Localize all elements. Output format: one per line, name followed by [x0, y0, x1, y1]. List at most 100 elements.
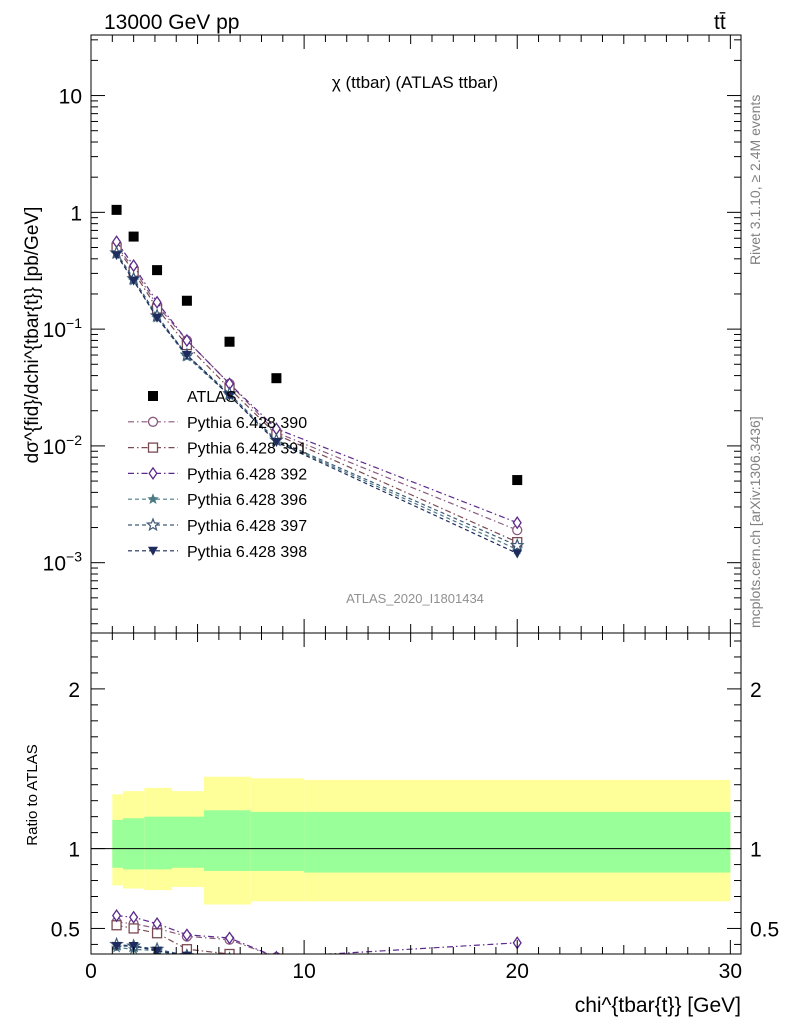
series-line-s396 [116, 253, 518, 550]
ratio-y-tick-label: 2 [750, 679, 762, 702]
data-point-s392 [512, 516, 522, 530]
x-tick-label: 20 [506, 960, 529, 983]
legend-marker [148, 466, 158, 481]
plot-title: χ (ttbar) (ATLAS ttbar) [332, 73, 498, 92]
band-green [203, 810, 251, 871]
ratio-point-s392 [111, 909, 122, 923]
ratio-point-s392 [152, 917, 162, 931]
data-point-s398 [224, 391, 235, 401]
legend-label: ATLAS [187, 389, 237, 406]
legend-marker [147, 416, 159, 427]
data-point-data [152, 265, 163, 276]
series-line-s391 [116, 247, 518, 543]
legend-label: Pythia 6.428 398 [187, 544, 307, 561]
data-point-s398 [111, 251, 122, 261]
mcplots-label: mcplots.cern.ch [arXiv:1306.3436] [747, 416, 763, 628]
ratio-panel: 0.5 0.51 12 20 10 20 30 Ratio to ATLAS [24, 632, 779, 983]
data-point-s392 [182, 333, 192, 348]
data-point-data [128, 231, 139, 242]
band-green [122, 818, 145, 870]
series-line-s397 [116, 252, 518, 547]
main-y-axis-label: dσ^{fid}/dchi^{tbar{t}} [pb/GeV] [22, 207, 43, 464]
band-green [304, 811, 731, 873]
x-tick-label: 30 [719, 960, 742, 983]
band-green [250, 811, 305, 871]
legend-entry-s391: Pythia 6.428 391 [128, 441, 307, 458]
ratio-series-s397 [109, 936, 282, 967]
series-s396 [110, 247, 523, 555]
legend-marker [147, 442, 159, 453]
legend-label: Pythia 6.428 391 [187, 441, 307, 458]
data-point-s398 [512, 549, 523, 559]
x-tick-label: 0 [85, 960, 97, 983]
ratio-y-tick-label: 0.5 [750, 918, 779, 941]
ratio-point-s391 [128, 923, 139, 934]
data-point-s398 [271, 438, 282, 448]
data-point-s392 [152, 295, 162, 309]
uncertainty-bands [112, 776, 731, 905]
y-tick-label: 10−2 [43, 432, 83, 459]
legend-entry-s392: Pythia 6.428 392 [128, 466, 307, 483]
ratio-point-s397 [271, 956, 282, 967]
ratio-point-s396 [224, 954, 235, 965]
legend: ATLAS Pythia 6.428 390 Pythia 6.428 391 Pyt… [128, 389, 307, 561]
rivet-version-label: Rivet 3.1.10, ≥ 2.4M events [747, 95, 763, 265]
ratio-y-tick-label: 0.5 [51, 918, 80, 941]
ratio-point-s392 [274, 950, 279, 954]
legend-label: Pythia 6.428 390 [187, 415, 307, 432]
legend-marker [145, 517, 161, 532]
legend-entry-s396: Pythia 6.428 396 [128, 492, 307, 509]
band-green [171, 816, 204, 868]
data-point-s392 [129, 258, 139, 273]
legend-label: Pythia 6.428 396 [187, 492, 307, 509]
ratio-y-axis-label: Ratio to ATLAS [24, 744, 41, 845]
ratio-point-s392 [129, 910, 139, 924]
ratio-point-s391 [272, 956, 281, 965]
legend-entry-data: ATLAS [148, 389, 237, 406]
series-s398 [111, 251, 523, 559]
series-line-s390 [116, 245, 518, 531]
data-point-data [271, 373, 282, 384]
ratio-series-layer [109, 909, 522, 969]
series-line-s398 [116, 254, 518, 554]
main-y-ticks: 10−3 10−2 10−1 1 10 [43, 35, 741, 633]
main-series-layer [109, 204, 525, 559]
y-tick-label: 10 [59, 86, 82, 109]
data-point-s398 [128, 276, 139, 286]
y-tick-label: 1 [70, 202, 82, 225]
ratio-point-s398 [128, 942, 139, 952]
data-point-data [224, 336, 235, 347]
ratio-y-tick-label: 1 [68, 839, 80, 862]
header-right-label: tt̄ [714, 11, 726, 34]
band-green [144, 816, 172, 870]
series-line-s392 [116, 241, 518, 524]
ratio-y-tick-label: 2 [68, 679, 80, 702]
data-point-data [111, 204, 122, 215]
ratio-point-s396 [271, 958, 282, 969]
data-point-s397 [509, 537, 525, 552]
series-s392 [111, 235, 522, 530]
legend-marker [148, 391, 158, 401]
x-axis-text: chi^{tbar{t}} [GeV] [575, 994, 741, 1017]
y-tick-label: 10−3 [43, 549, 83, 576]
legend-marker [147, 493, 159, 505]
ratio-point-s392 [224, 931, 235, 945]
legend-label: Pythia 6.428 392 [187, 466, 307, 483]
ratio-series-s392 [111, 909, 522, 954]
data-point-s398 [152, 313, 163, 323]
watermark-label: ATLAS_2020_I1801434 [346, 591, 484, 606]
legend-entry-s397: Pythia 6.428 397 [128, 517, 307, 535]
y-tick-label: 10−1 [43, 315, 83, 342]
data-point-data [512, 475, 523, 486]
ratio-y-tick-label: 1 [750, 839, 762, 862]
ratio-point-s398 [181, 951, 192, 954]
ratio-point-s398 [111, 942, 122, 952]
main-y-axis-text: dσ^{fid}/dchi^{tbar{t}} [pb/GeV] [22, 207, 43, 464]
ratio-ticks: 0.5 0.51 12 20 10 20 30 [51, 633, 779, 983]
band-green [112, 819, 123, 868]
ratio-frame [90, 632, 742, 955]
series-s397 [109, 245, 525, 552]
series-s391 [111, 242, 523, 548]
